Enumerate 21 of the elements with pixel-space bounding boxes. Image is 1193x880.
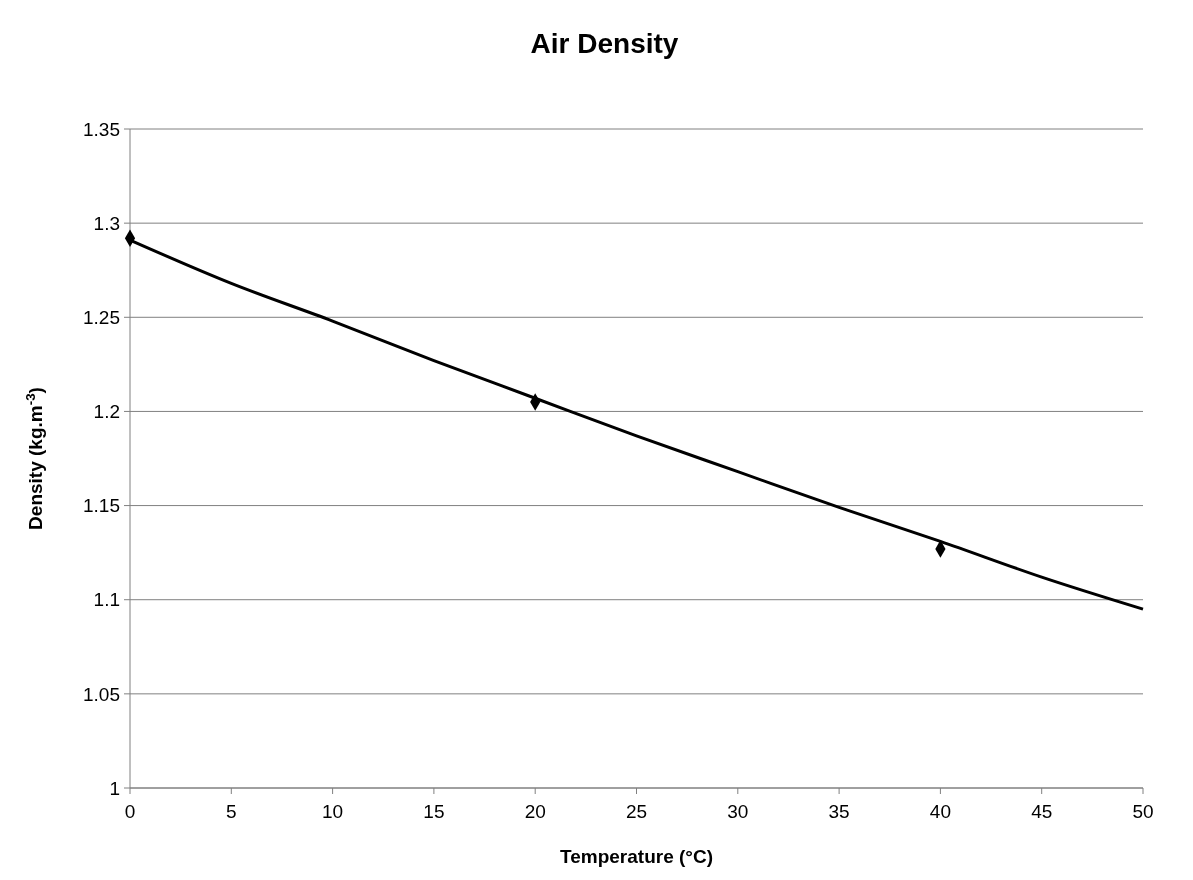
y-tick-label: 1.1 bbox=[93, 589, 120, 611]
x-tick-label: 25 bbox=[625, 801, 648, 822]
x-axis-title: Temperature (°C) bbox=[560, 846, 713, 867]
y-tick-label: 1.05 bbox=[83, 683, 120, 705]
y-tick-label: 1.15 bbox=[83, 495, 120, 517]
chart-title: Air Density bbox=[530, 28, 679, 59]
x-tick-label: 5 bbox=[226, 801, 237, 822]
x-tick-label: 20 bbox=[524, 801, 546, 822]
x-tick-label: 10 bbox=[322, 801, 344, 822]
x-tick-label: 40 bbox=[929, 801, 951, 822]
x-tick-label: 45 bbox=[1031, 801, 1053, 822]
x-tick-label: 30 bbox=[727, 801, 749, 822]
x-tick-label: 15 bbox=[423, 801, 445, 822]
y-tick-label: 1.25 bbox=[83, 306, 120, 328]
x-tick-label: 50 bbox=[1132, 801, 1154, 822]
y-tick-label: 1.35 bbox=[83, 118, 120, 140]
y-tick-label: 1.2 bbox=[93, 401, 120, 423]
y-tick-label: 1.3 bbox=[93, 212, 120, 234]
x-tick-label: 0 bbox=[124, 801, 136, 822]
x-tick-label: 35 bbox=[828, 801, 850, 822]
y-tick-label: 1 bbox=[109, 777, 120, 799]
